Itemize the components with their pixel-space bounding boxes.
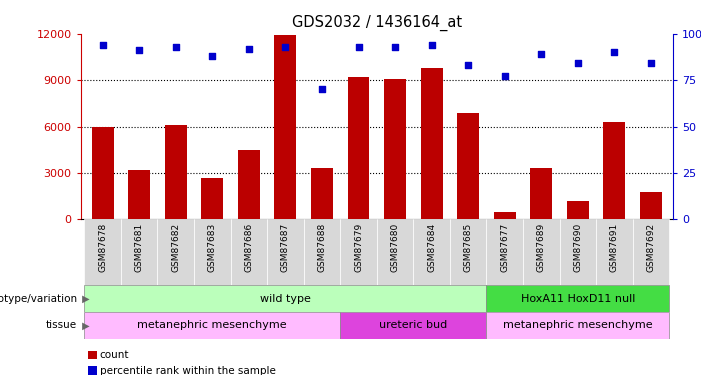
Bar: [633, 219, 669, 285]
Text: GSM87684: GSM87684: [427, 223, 436, 272]
Bar: [348, 77, 369, 219]
Bar: [84, 219, 121, 285]
Bar: [84, 285, 486, 312]
Bar: [194, 219, 231, 285]
Bar: [486, 219, 523, 285]
Bar: [486, 312, 669, 339]
Point: [353, 44, 364, 50]
Text: GSM87678: GSM87678: [98, 223, 107, 272]
Point: [646, 60, 657, 66]
Bar: [340, 312, 486, 339]
Text: GSM87680: GSM87680: [390, 223, 400, 272]
Bar: [340, 219, 377, 285]
Text: GSM87690: GSM87690: [573, 223, 583, 272]
Bar: [531, 168, 552, 219]
Bar: [559, 219, 596, 285]
Text: GSM87682: GSM87682: [171, 223, 180, 272]
Bar: [604, 122, 625, 219]
Bar: [414, 219, 450, 285]
Bar: [201, 178, 223, 219]
Point: [609, 50, 620, 55]
Bar: [523, 219, 559, 285]
Text: GSM87688: GSM87688: [318, 223, 327, 272]
Point: [207, 53, 218, 59]
Bar: [274, 35, 297, 219]
Bar: [165, 125, 186, 219]
Bar: [457, 112, 479, 219]
Bar: [92, 127, 114, 219]
Bar: [384, 79, 406, 219]
Text: HoxA11 HoxD11 null: HoxA11 HoxD11 null: [521, 294, 635, 303]
Text: wild type: wild type: [260, 294, 311, 303]
Point: [133, 48, 144, 54]
Bar: [304, 219, 340, 285]
Bar: [567, 201, 589, 219]
Bar: [494, 211, 516, 219]
Text: GSM87689: GSM87689: [537, 223, 546, 272]
Text: percentile rank within the sample: percentile rank within the sample: [100, 366, 275, 375]
Title: GDS2032 / 1436164_at: GDS2032 / 1436164_at: [292, 15, 462, 31]
Point: [390, 44, 401, 50]
Text: GSM87686: GSM87686: [245, 223, 253, 272]
Text: ▶: ▶: [79, 294, 90, 303]
Point: [426, 42, 437, 48]
Text: GSM87687: GSM87687: [281, 223, 290, 272]
Bar: [596, 219, 633, 285]
Text: GSM87691: GSM87691: [610, 223, 619, 272]
Bar: [158, 219, 194, 285]
Text: GSM87692: GSM87692: [646, 223, 655, 272]
Point: [170, 44, 182, 50]
Bar: [640, 192, 662, 219]
Text: GSM87681: GSM87681: [135, 223, 144, 272]
Point: [536, 51, 547, 57]
Point: [316, 87, 327, 93]
Bar: [486, 285, 669, 312]
Point: [572, 60, 583, 66]
Text: GSM87683: GSM87683: [207, 223, 217, 272]
Point: [97, 42, 108, 48]
Bar: [377, 219, 414, 285]
Bar: [311, 168, 333, 219]
Text: ▶: ▶: [79, 321, 90, 330]
Bar: [267, 219, 304, 285]
Point: [243, 46, 254, 52]
Text: metanephric mesenchyme: metanephric mesenchyme: [137, 321, 287, 330]
Bar: [84, 312, 340, 339]
Text: genotype/variation: genotype/variation: [0, 294, 77, 303]
Bar: [238, 150, 260, 219]
Text: GSM87685: GSM87685: [463, 223, 472, 272]
Bar: [450, 219, 486, 285]
Text: GSM87679: GSM87679: [354, 223, 363, 272]
Text: count: count: [100, 350, 129, 360]
Text: ureteric bud: ureteric bud: [379, 321, 447, 330]
Text: tissue: tissue: [46, 321, 77, 330]
Text: GSM87677: GSM87677: [501, 223, 509, 272]
Bar: [121, 219, 158, 285]
Point: [280, 44, 291, 50]
Point: [499, 74, 510, 80]
Bar: [128, 170, 150, 219]
Bar: [231, 219, 267, 285]
Text: metanephric mesenchyme: metanephric mesenchyme: [503, 321, 653, 330]
Point: [463, 62, 474, 68]
Bar: [421, 68, 442, 219]
